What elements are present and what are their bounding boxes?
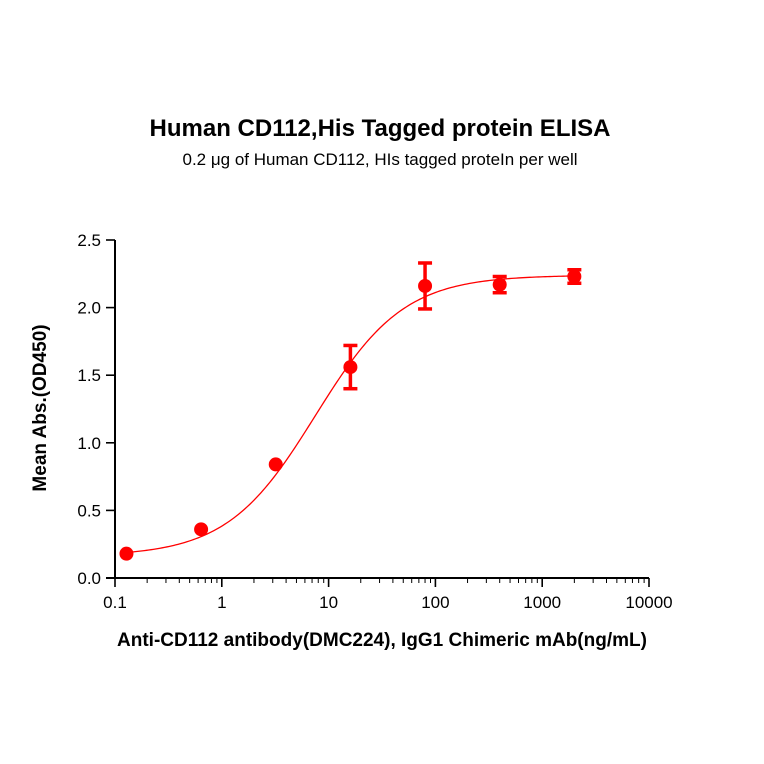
y-axis-label: Mean Abs.(OD450) xyxy=(30,324,51,491)
y-ticks: 0.0 0.5 1.0 1.5 2.0 2.5 xyxy=(77,231,115,588)
data-point xyxy=(492,277,507,292)
x-tick-label: 10000 xyxy=(625,593,672,612)
data-point xyxy=(268,457,283,472)
y-tick-label: 0.0 xyxy=(77,569,101,588)
fit-curve xyxy=(126,275,575,554)
axes xyxy=(106,240,649,579)
x-ticks: 0.1 1 10 100 1000 10000 xyxy=(103,578,673,612)
y-tick-label: 1.5 xyxy=(77,366,101,385)
y-tick-label: 1.0 xyxy=(77,434,101,453)
y-tick-label: 2.0 xyxy=(77,299,101,318)
chart-subtitle: 0.2 μg of Human CD112, HIs tagged proteI… xyxy=(182,150,577,169)
x-tick-label: 100 xyxy=(421,593,449,612)
points-layer xyxy=(119,261,582,561)
chart-title: Human CD112,His Tagged protein ELISA xyxy=(150,115,611,142)
x-axis-label: Anti-CD112 antibody(DMC224), IgG1 Chimer… xyxy=(117,630,647,651)
x-tick-label: 1000 xyxy=(523,593,561,612)
y-tick-label: 0.5 xyxy=(77,501,101,520)
data-point xyxy=(567,269,582,284)
fit-layer xyxy=(126,275,575,554)
y-tick-label: 2.5 xyxy=(77,231,101,250)
data-point xyxy=(119,546,134,561)
x-tick-label: 10 xyxy=(319,593,338,612)
data-point xyxy=(418,278,433,293)
x-tick-label: 0.1 xyxy=(103,593,127,612)
data-point xyxy=(343,360,358,375)
x-tick-label: 1 xyxy=(217,593,226,612)
data-point xyxy=(194,522,209,537)
